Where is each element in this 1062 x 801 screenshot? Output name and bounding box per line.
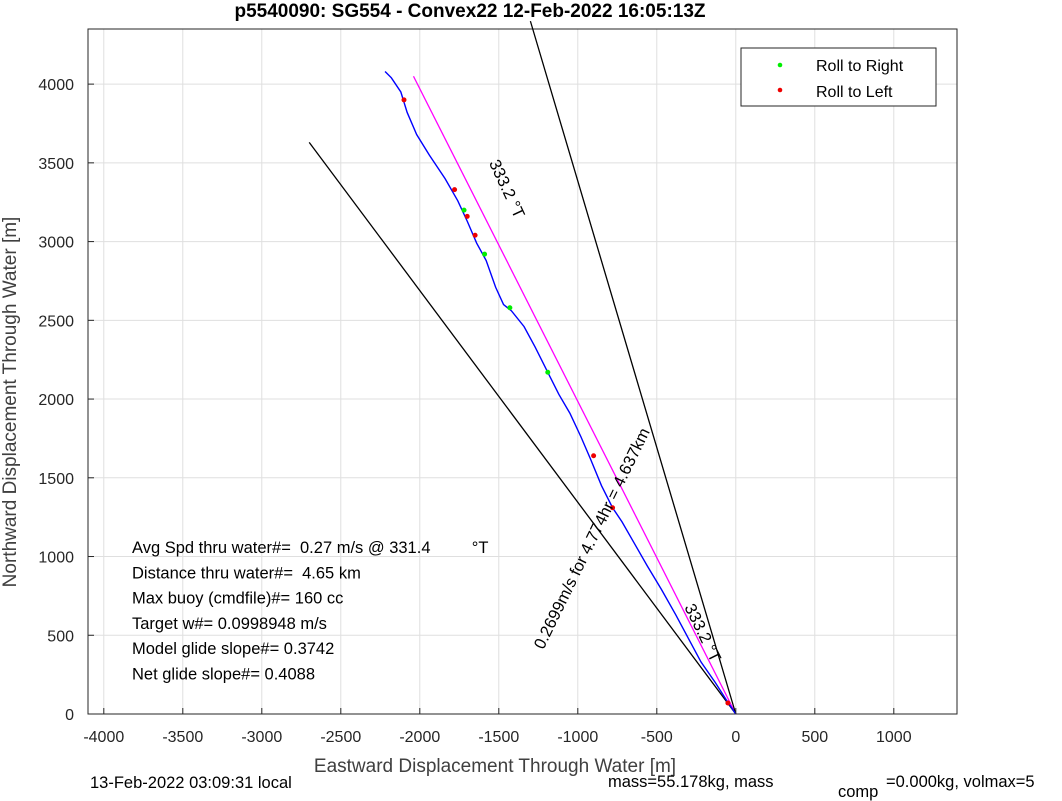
legend-label-roll-left: Roll to Left	[816, 84, 893, 101]
x-tick-label: -2000	[399, 729, 440, 746]
stats-line: Target w#= 0.0998948 m/s	[132, 615, 327, 633]
x-axis-label: Eastward Displacement Through Water [m]	[314, 756, 676, 777]
y-tick-label: 3000	[38, 235, 74, 252]
x-tick-label: -1500	[478, 729, 519, 746]
line-label: 0.2699m/s for 4.774hr = 4.637km	[531, 425, 654, 652]
legend-label-roll-right: Roll to Right	[816, 58, 904, 75]
reference-line	[529, 20, 737, 715]
x-tick-label: 0	[731, 729, 740, 746]
line-labels: 333.2 °T 0.2699m/s for 4.774hr = 4.637km 3…	[485, 157, 724, 665]
y-tick-label: 2500	[38, 313, 74, 330]
x-tick-label: -3500	[162, 729, 203, 746]
stats-annotation: Avg Spd thru water#= 0.27 m/s @ 331.4 °T…	[132, 539, 488, 684]
line-label: 333.2 °T	[681, 601, 725, 665]
legend: Roll to Right Roll to Left	[740, 47, 937, 107]
axis-ticks: -4000 -3500 -3000 -2500 -2000 -1500 -1000 -500 0…	[38, 77, 911, 746]
x-tick-label: -2500	[320, 729, 361, 746]
roll-left-marker	[452, 187, 458, 193]
grid	[88, 29, 957, 715]
x-tick-label: -1000	[557, 729, 598, 746]
chart-title: p5540090: SG554 - Convex22 12-Feb-2022 1…	[234, 1, 705, 22]
reference-line	[412, 75, 737, 715]
x-tick-label: -4000	[83, 729, 124, 746]
x-tick-label: 1000	[876, 729, 912, 746]
y-axis-label: Northward Displacement Through Water [m]	[0, 217, 21, 588]
roll-right-marker	[461, 207, 467, 213]
footer-local-time: 13-Feb-2022 03:09:31 local	[90, 774, 292, 792]
footer-mass-subscript: comp	[838, 783, 878, 801]
y-tick-label: 2000	[38, 392, 74, 409]
x-tick-label: 500	[801, 729, 828, 746]
stats-line: Avg Spd thru water#= 0.27 m/s @ 331.4 °T	[132, 539, 488, 557]
roll-left-marker	[464, 213, 470, 219]
x-tick-label: -500	[641, 729, 673, 746]
y-tick-label: 500	[47, 628, 74, 645]
stats-line: Net glide slope#= 0.4088	[132, 666, 315, 684]
roll-right-marker	[507, 305, 513, 311]
legend-marker-roll-right	[777, 62, 783, 68]
y-tick-label: 1000	[38, 550, 74, 567]
footer-volmax: =0.000kg, volmax=5	[886, 773, 1035, 791]
stats-line: Max buoy (cmdfile)#= 160 cc	[132, 590, 343, 608]
roll-left-marker	[725, 700, 731, 706]
footer-mass: mass=55.178kg, mass	[608, 773, 774, 791]
x-tick-label: -3000	[241, 729, 282, 746]
stats-line: Model glide slope#= 0.3742	[132, 640, 334, 658]
reference-line	[308, 141, 737, 715]
legend-box	[740, 47, 937, 107]
plot-frame	[87, 28, 958, 715]
y-tick-label: 0	[65, 707, 74, 724]
reference-lines	[308, 20, 737, 715]
roll-left-marker	[610, 505, 616, 511]
stats-line: Distance thru water#= 4.65 km	[132, 564, 361, 582]
roll-markers	[401, 97, 731, 706]
y-tick-label: 3500	[38, 156, 74, 173]
roll-left-marker	[401, 97, 407, 103]
roll-left-marker	[591, 453, 597, 459]
legend-marker-roll-left	[777, 87, 783, 93]
roll-right-marker	[545, 369, 551, 375]
roll-right-marker	[482, 251, 488, 257]
y-tick-label: 1500	[38, 471, 74, 488]
roll-left-marker	[472, 232, 478, 238]
y-tick-label: 4000	[38, 77, 74, 94]
line-label: 333.2 °T	[485, 157, 528, 221]
